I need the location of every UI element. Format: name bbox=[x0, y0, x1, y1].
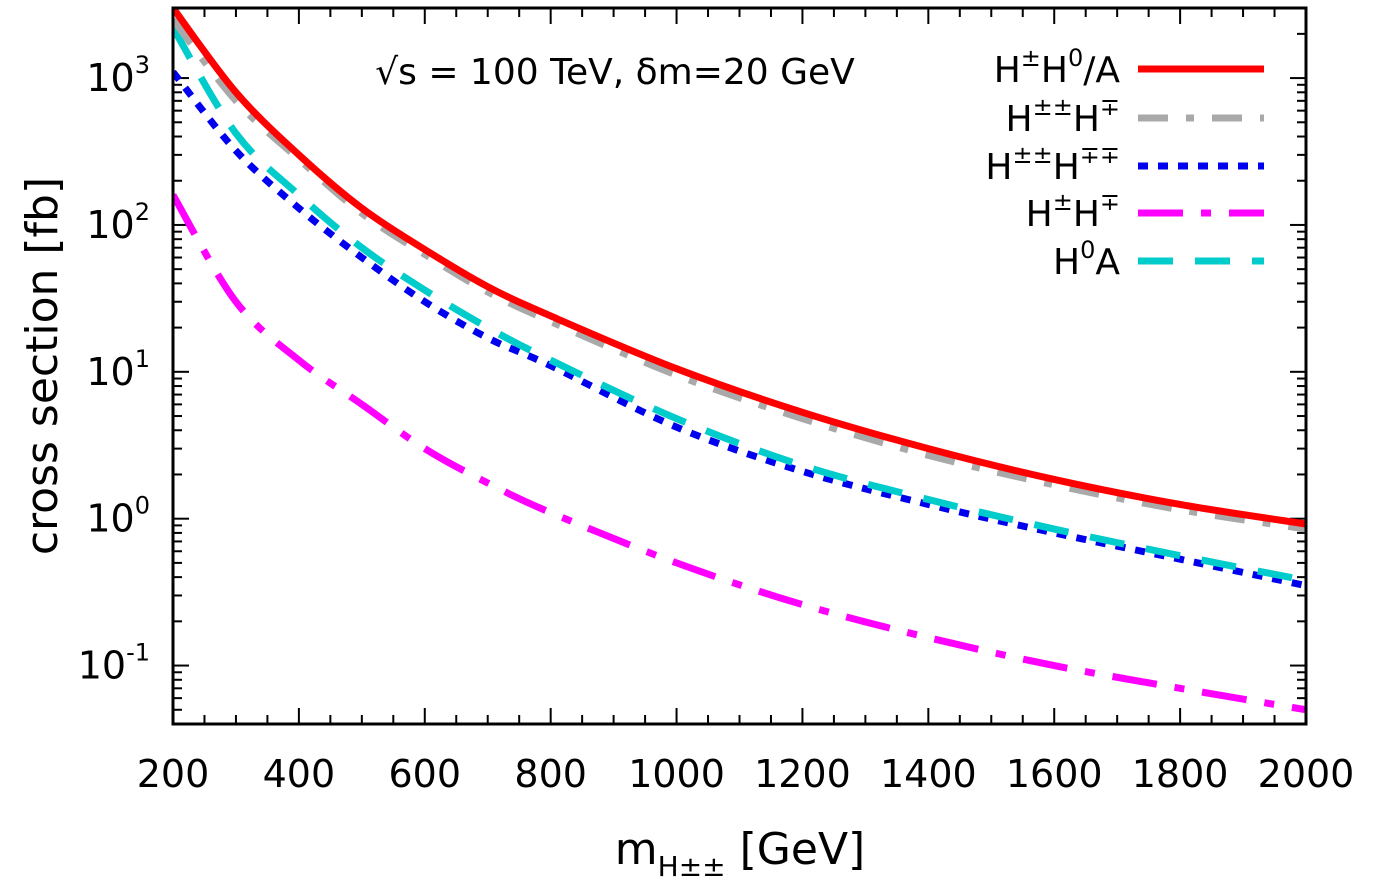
x-tick-label: 400 bbox=[263, 752, 336, 796]
series-line-2 bbox=[173, 69, 1306, 590]
x-tick-label: 1800 bbox=[1132, 752, 1229, 796]
x-tick-label: 200 bbox=[137, 752, 210, 796]
annotation: √s = 100 TeV, δm=20 GeV bbox=[375, 52, 855, 93]
y-tick-label: 10-1 bbox=[78, 639, 150, 688]
x-tick-label: 1600 bbox=[1006, 752, 1103, 796]
legend-label-3: H±​H∓​ bbox=[1026, 188, 1120, 235]
x-tick-label: 800 bbox=[514, 752, 587, 796]
series-line-1 bbox=[173, 17, 1306, 533]
legend-label-0: H±​H0​/A bbox=[994, 44, 1121, 91]
y-tick-label: 100 bbox=[86, 492, 150, 541]
x-tick-label: 1400 bbox=[880, 752, 977, 796]
y-tick-label: 101 bbox=[86, 345, 150, 394]
y-tick-labels: 10-1 100 101 102 103 bbox=[78, 51, 150, 687]
x-axis-title-unit: [GeV] bbox=[726, 824, 866, 875]
x-axis-title: mH±± [GeV] bbox=[615, 824, 865, 883]
x-tick-label: 600 bbox=[389, 752, 462, 796]
x-tick-label: 2000 bbox=[1258, 752, 1355, 796]
series-line-4 bbox=[173, 25, 1306, 584]
x-axis-title-main: m bbox=[615, 824, 658, 875]
legend: H±​H0​/AH±±​H∓​H±±​H∓∓​H±​H∓​H0​A bbox=[985, 44, 1264, 283]
legend-label-4: H0​A bbox=[1053, 236, 1120, 283]
plot-frame bbox=[171, 6, 1308, 726]
legend-label-1: H±±​H∓​ bbox=[1006, 93, 1120, 140]
series-line-0 bbox=[173, 8, 1306, 528]
x-tick-label: 1200 bbox=[754, 752, 851, 796]
x-tick-labels: 200 400 600 800 1000 1200 1400 1600 1800 2000 bbox=[137, 752, 1355, 796]
series-lines bbox=[173, 8, 1306, 714]
legend-label-2: H±±​H∓∓​ bbox=[985, 141, 1120, 188]
axis-ticks bbox=[172, 7, 1307, 725]
series-line-3 bbox=[173, 193, 1306, 714]
x-axis-title-sub: H±± bbox=[658, 850, 726, 883]
y-axis-title: cross section [fb] bbox=[17, 177, 68, 555]
y-tick-label: 102 bbox=[86, 198, 150, 247]
x-tick-label: 1000 bbox=[628, 752, 725, 796]
y-tick-label: 103 bbox=[86, 51, 150, 100]
